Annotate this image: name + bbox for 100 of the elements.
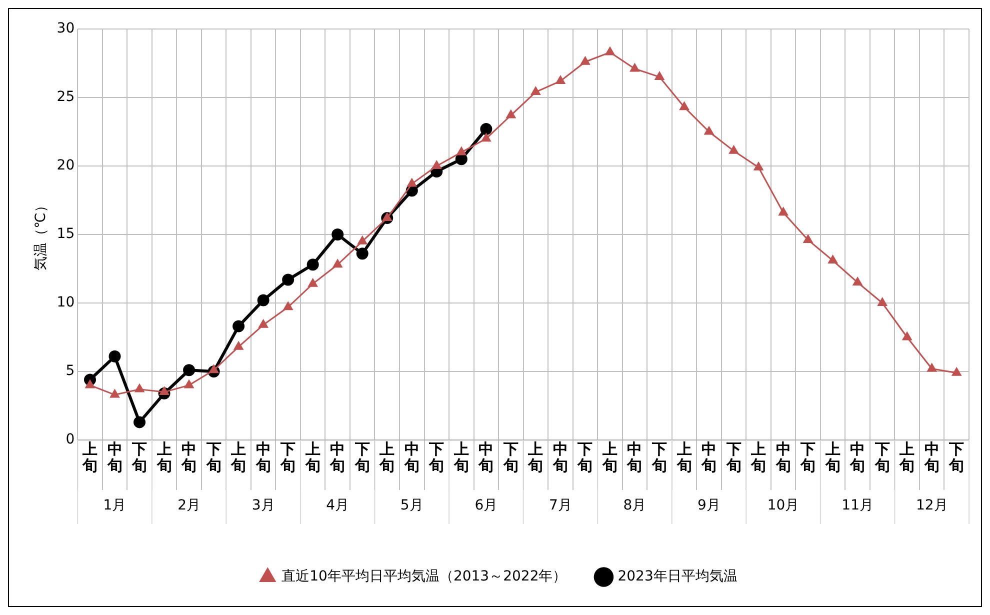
point (356, 248, 368, 260)
y-tick-label: 30 (56, 20, 75, 37)
x-tick-label: 上旬 (304, 440, 320, 475)
text: 10月 (767, 498, 800, 514)
legend-label: 2023年日平均気温 (618, 568, 738, 585)
y-tick-label: 15 (56, 226, 75, 242)
x-tick-label: 中旬 (552, 440, 568, 475)
text: 9月 (698, 498, 720, 514)
point (902, 331, 912, 340)
text: 12月 (916, 498, 948, 514)
legend-label: 直近10年平均日平均気温（2013～2022年） (282, 568, 567, 585)
text: 2月 (178, 498, 200, 514)
point (184, 379, 194, 388)
x-tick-label: 下旬 (800, 440, 816, 475)
point (802, 234, 814, 243)
x-tick-label: 中旬 (180, 440, 197, 475)
x-tick-label: 下旬 (948, 440, 964, 475)
x-tick-label: 上旬 (750, 440, 766, 475)
point (480, 132, 492, 142)
point (728, 144, 739, 154)
x-tick-label: 上旬 (378, 440, 395, 475)
x-tick-label: 下旬 (650, 440, 667, 475)
x-tick-label: 下旬 (131, 440, 148, 475)
point (778, 206, 788, 216)
x-tick-label: 上旬 (230, 440, 246, 475)
point (753, 161, 764, 170)
y-tick-label: 20 (56, 158, 75, 174)
point (357, 235, 368, 244)
point (233, 340, 244, 350)
x-tick-label: 下旬 (502, 440, 518, 475)
point (332, 258, 343, 268)
x-tick-label: 下旬 (576, 440, 593, 475)
y-tick-label: 10 (56, 294, 75, 311)
point (480, 123, 492, 136)
point (630, 62, 640, 72)
point (282, 301, 294, 310)
point (183, 364, 196, 376)
y-tick-label: 0 (66, 432, 75, 448)
x-tick-label: 中旬 (329, 440, 346, 475)
point (306, 258, 319, 271)
x-tick-label: 中旬 (626, 440, 642, 475)
x-tick-label: 上旬 (676, 440, 692, 475)
text: 5月 (400, 498, 424, 514)
point (456, 146, 467, 156)
x-tick-label: 上旬 (898, 440, 915, 475)
x-tick-label: 上旬 (156, 440, 172, 475)
x-tick-label: 下旬 (428, 440, 444, 475)
y-tick-label: 5 (66, 363, 75, 380)
point (332, 228, 344, 240)
point (506, 109, 516, 118)
y-axis-title: 気温（℃） (33, 198, 50, 270)
x-tick-label: 中旬 (700, 440, 717, 475)
text: 8月 (623, 498, 646, 514)
point (282, 274, 294, 286)
point (258, 318, 269, 328)
text: 3月 (252, 498, 275, 514)
x-tick-label: 上旬 (81, 440, 98, 475)
point (431, 160, 442, 169)
point (604, 46, 616, 56)
point (951, 366, 962, 376)
y-tick-label: 25 (56, 89, 75, 106)
x-tick-label: 中旬 (849, 440, 866, 475)
x-tick-label: 中旬 (774, 440, 791, 475)
point (134, 383, 145, 392)
text: 6月 (474, 498, 498, 514)
point (530, 86, 541, 96)
point (406, 178, 418, 187)
point (110, 388, 120, 398)
text: 11月 (842, 498, 874, 514)
x-tick-label: 上旬 (452, 440, 469, 475)
x-tick-label: 上旬 (527, 440, 544, 475)
text: 7月 (548, 498, 572, 514)
point (555, 75, 566, 84)
x-tick-label: 中旬 (923, 440, 940, 475)
point (232, 320, 245, 332)
point (580, 56, 590, 65)
point (257, 294, 270, 306)
x-tick-label: 下旬 (354, 440, 370, 475)
point (679, 101, 690, 110)
x-tick-label: 下旬 (205, 440, 222, 475)
text: 1月 (103, 498, 126, 514)
point (134, 416, 146, 428)
point (208, 364, 219, 374)
point (654, 70, 665, 80)
point (877, 297, 888, 306)
point (84, 379, 96, 388)
x-tick-label: 下旬 (874, 440, 890, 475)
point (308, 278, 318, 287)
point (108, 350, 121, 362)
x-tick-label: 中旬 (254, 440, 271, 475)
point (704, 126, 714, 135)
x-tick-label: 下旬 (280, 440, 296, 475)
x-tick-label: 中旬 (478, 440, 494, 475)
text: 4月 (326, 498, 350, 514)
point (926, 362, 938, 372)
x-tick-label: 上旬 (824, 440, 840, 475)
point (852, 276, 863, 286)
x-tick-label: 中旬 (106, 440, 122, 475)
x-tick-label: 中旬 (403, 440, 420, 475)
point (828, 254, 838, 264)
